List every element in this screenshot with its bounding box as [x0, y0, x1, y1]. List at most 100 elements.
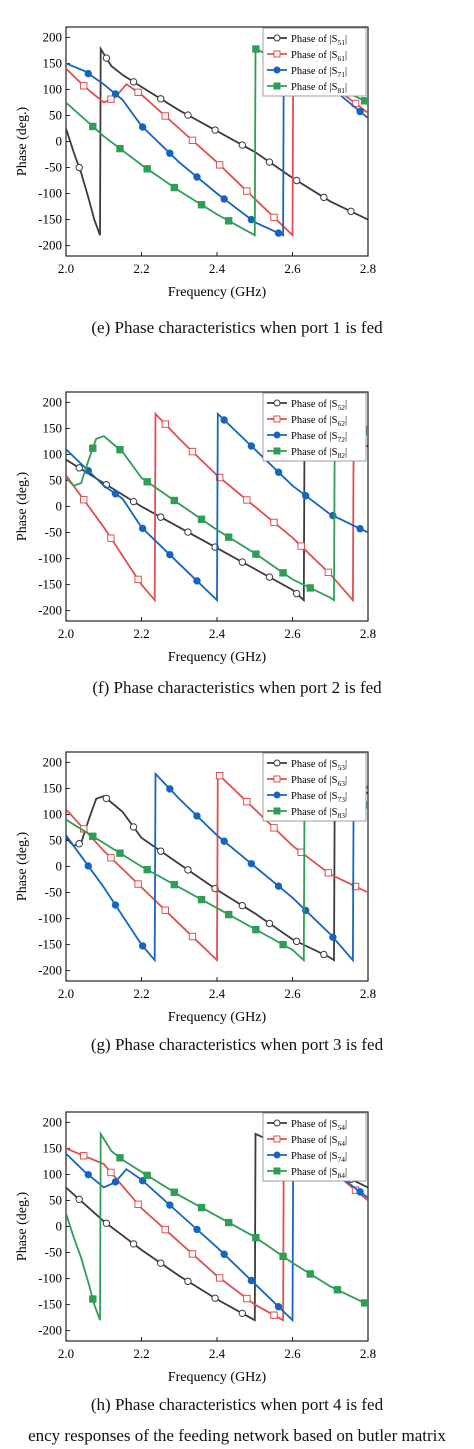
series-marker-81 — [170, 183, 179, 192]
series-marker-83 — [89, 832, 97, 840]
y-axis-label: Phase (deg.) — [15, 1192, 30, 1262]
series-marker-51 — [129, 78, 138, 86]
x-tick-label: 2.2 — [133, 626, 149, 641]
series-marker-73 — [84, 862, 92, 870]
series-marker-84 — [143, 1171, 151, 1180]
series-marker-82 — [116, 445, 124, 454]
chart-panel-h: 200 150 100 50 0 -50 -100 -150 -200 2.0 2.2 2.4 2.6 2… — [0, 1085, 474, 1400]
y-axis-label: Phase (deg.) — [15, 832, 30, 902]
series-marker-52 — [265, 573, 274, 581]
legend-marker — [273, 807, 281, 815]
series-marker-64 — [107, 1168, 115, 1177]
series-marker-61 — [243, 187, 251, 195]
chart-panel-e: 200 150 100 50 0 -50 -100 -150 -200 2.0 2.2 2.4 2.6 2… — [0, 0, 474, 315]
series-line-63 — [66, 771, 368, 963]
series-marker-83 — [170, 880, 179, 889]
series-marker-71 — [220, 195, 228, 203]
y-tick-label: 200 — [43, 754, 63, 769]
series-marker-82 — [89, 444, 97, 452]
y-tick-label: 50 — [49, 107, 62, 122]
series-marker-51 — [157, 95, 165, 103]
y-tick-label: -100 — [38, 551, 62, 566]
series-marker-62 — [324, 568, 333, 577]
chart-caption-f: (f) Phase characteristics when port 2 is… — [92, 678, 382, 697]
series-marker-84 — [306, 1270, 314, 1278]
series-marker-54 — [211, 1294, 219, 1302]
series-marker-53 — [102, 794, 111, 803]
phase-chart-port2: 200 150 100 50 0 -50 -100 -150 -200 2.0 2.2 2.4 2.6 2… — [15, 391, 376, 665]
legend-entry-71: Phase of |S71| — [291, 66, 347, 79]
series-marker-51 — [102, 54, 111, 62]
series-marker-62 — [134, 575, 142, 584]
series-marker-71 — [274, 229, 283, 237]
series-marker-71 — [111, 90, 120, 98]
series-marker-63 — [107, 854, 115, 862]
series-marker-61 — [107, 95, 115, 103]
series-marker-62 — [107, 534, 115, 542]
chart-caption-h: (h) Phase characteristics when port 4 is… — [90, 1395, 384, 1414]
legend-entry-51: Phase of |S51| — [291, 34, 347, 47]
y-tick-label: 100 — [43, 1166, 63, 1181]
x-tick-label: 2.8 — [360, 986, 376, 1001]
y-tick-label: 0 — [56, 499, 63, 514]
series-marker-84 — [360, 1299, 368, 1307]
series-marker-82 — [197, 515, 206, 523]
series-marker-84 — [89, 1295, 97, 1303]
chart-caption-g: (g) Phase characteristics when port 3 is… — [90, 1035, 384, 1054]
series-marker-52 — [184, 528, 192, 536]
y-tick-label: -50 — [45, 885, 62, 900]
series-marker-64 — [270, 1311, 278, 1319]
x-tick-label: 2.2 — [133, 1346, 149, 1361]
series-marker-74 — [356, 1188, 364, 1196]
legend-marker — [273, 82, 281, 90]
x-tick-label: 2.2 — [133, 986, 149, 1001]
legend-marker — [273, 50, 281, 58]
series-marker-63 — [324, 869, 333, 877]
y-axis-label: Phase (deg.) — [15, 472, 30, 542]
series-marker-54 — [238, 1309, 246, 1318]
legend-entry-81: Phase of |S81| — [291, 82, 347, 95]
legend-entry-61: Phase of |S61| — [291, 50, 347, 63]
legend-entry-54: Phase of |S54| — [291, 1119, 347, 1132]
x-tick-label: 2.6 — [284, 626, 301, 641]
series-marker-83 — [197, 895, 206, 904]
series-marker-53 — [320, 950, 328, 959]
series-marker-51 — [184, 111, 192, 119]
legend-marker — [273, 399, 281, 407]
legend-marker — [273, 66, 281, 74]
x-axis-label: Frequency (GHz) — [168, 1010, 267, 1025]
series-marker-63 — [134, 880, 142, 888]
y-tick-label: 150 — [43, 55, 63, 70]
series-marker-52 — [292, 589, 301, 598]
series-marker-84 — [197, 1203, 206, 1212]
series-marker-84 — [170, 1188, 179, 1196]
x-axis-label: Frequency (GHz) — [168, 650, 267, 665]
series-marker-71 — [193, 173, 201, 181]
legend-marker — [273, 415, 281, 423]
series-marker-71 — [356, 107, 364, 116]
series-marker-74 — [220, 1250, 228, 1258]
y-tick-label: 100 — [43, 806, 63, 821]
series-marker-61 — [161, 112, 169, 120]
x-tick-label: 2.4 — [209, 626, 226, 641]
chart-panel-g: 200 150 100 50 0 -50 -100 -150 -200 2.0 2.2 2.4 2.6 2… — [0, 725, 474, 1040]
series-marker-81 — [360, 97, 368, 105]
series-marker-61 — [270, 213, 278, 222]
y-tick-label: -200 — [38, 963, 62, 978]
series-marker-73 — [329, 933, 337, 941]
legend-marker — [273, 1167, 281, 1175]
y-tick-label: -150 — [38, 212, 62, 227]
series-marker-61 — [134, 88, 142, 97]
series-marker-53 — [238, 901, 246, 910]
legend-marker — [273, 431, 281, 439]
series-marker-74 — [84, 1170, 92, 1179]
series-marker-54 — [157, 1259, 165, 1267]
series-marker-64 — [215, 1274, 224, 1282]
y-tick-label: 100 — [43, 81, 63, 96]
series-marker-51 — [347, 207, 355, 216]
y-tick-label: 50 — [49, 472, 62, 487]
y-tick-label: -150 — [38, 577, 62, 592]
y-tick-label: 200 — [43, 394, 63, 409]
series-marker-62 — [215, 473, 224, 482]
legend-marker — [273, 775, 281, 783]
